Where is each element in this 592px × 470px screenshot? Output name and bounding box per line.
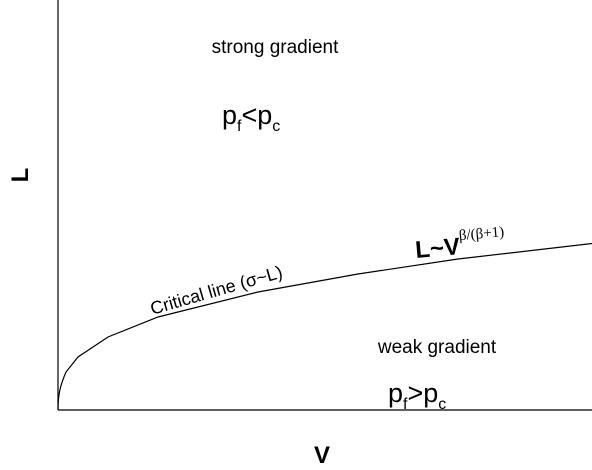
text: <p [241, 100, 272, 130]
text: p [388, 378, 403, 408]
superscript: β/(β+1) [458, 224, 505, 244]
subscript: c [438, 396, 446, 413]
text: >p [407, 378, 438, 408]
text: L~V [414, 233, 461, 264]
region-condition: pf>pc [388, 378, 446, 413]
region-label: strong gradient [212, 37, 339, 58]
region-condition: pf<pc [222, 100, 280, 135]
subscript: c [272, 118, 280, 135]
critical-curve [57, 242, 592, 411]
x-axis-label: V [314, 442, 330, 469]
y-axis-label: L [7, 168, 34, 183]
curve-label: Critical line (σ~L) [148, 262, 285, 319]
scaling-law: L~Vβ/(β+1) [414, 224, 507, 264]
subscript: f [237, 118, 242, 135]
text: p [222, 100, 237, 130]
region-label: weak gradient [377, 337, 497, 358]
subscript: f [403, 396, 408, 413]
